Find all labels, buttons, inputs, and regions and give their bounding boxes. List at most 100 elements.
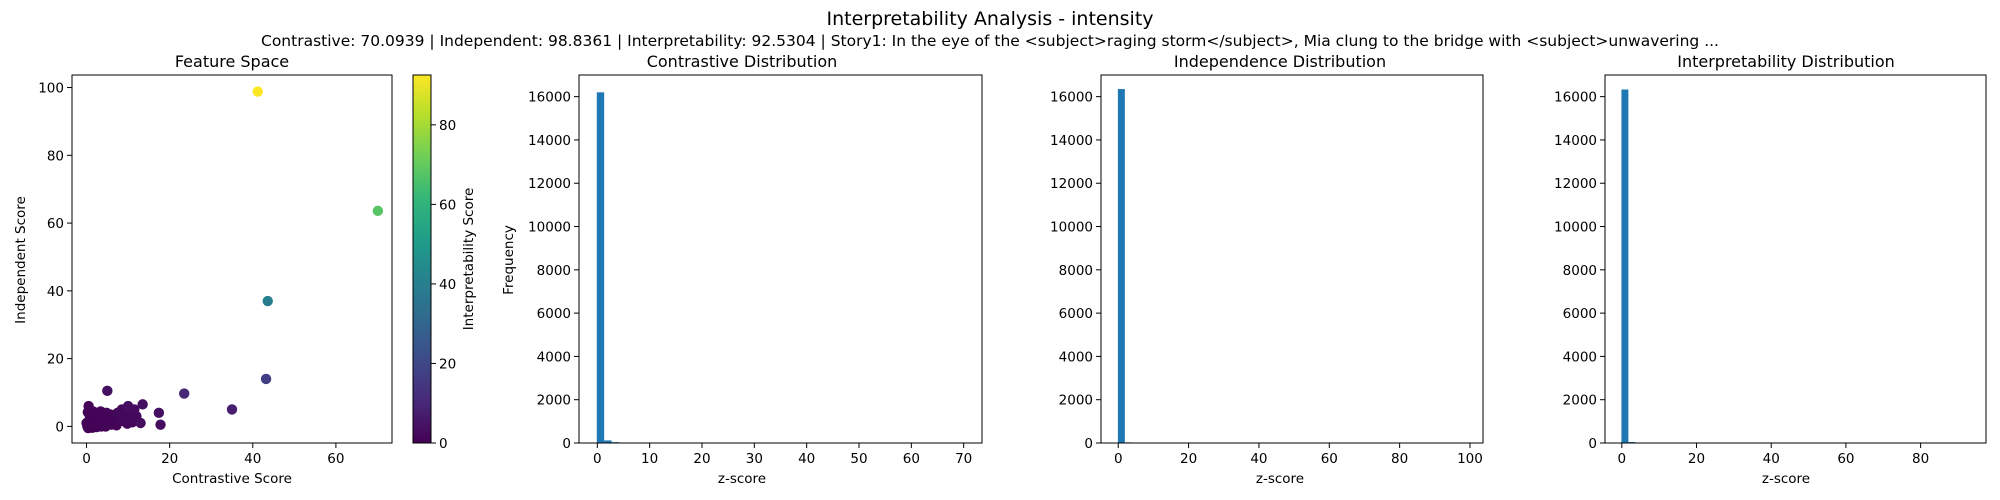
y-tick-label: 2000	[1563, 393, 1597, 409]
colorbar-gradient	[413, 75, 431, 443]
x-tick-label: 40	[1763, 451, 1780, 467]
y-axis-label: Independent Score	[13, 196, 29, 324]
independence-distribution-histogram: Independence Distribution z-score 0 20 40 6…	[1050, 52, 1484, 487]
y-tick-label: 2000	[537, 393, 571, 409]
feature-space-scatter: Feature Space Contrastive Score Independ…	[13, 52, 477, 487]
scatter-point	[102, 385, 113, 397]
y-tick-label: 16000	[1050, 90, 1093, 106]
y-tick-label: 8000	[537, 263, 571, 279]
histogram-bar	[1117, 89, 1125, 443]
x-tick-label: 20	[1688, 451, 1705, 467]
scatter-point	[262, 295, 273, 307]
y-tick-label: 10000	[528, 220, 571, 236]
figure-title: Interpretability Analysis - intensity	[826, 8, 1153, 30]
y-tick-label: 6000	[1059, 306, 1093, 322]
scatter-point	[135, 417, 146, 429]
axes-frame	[71, 74, 393, 444]
axes-frame	[1604, 74, 1987, 444]
scatter-point	[89, 407, 101, 419]
y-tick-label: 80	[47, 148, 64, 164]
x-tick-label: 30	[746, 451, 763, 467]
x-tick-label: 50	[850, 451, 867, 467]
x-tick-label: 0	[1114, 451, 1123, 467]
x-tick-label: 0	[82, 451, 91, 467]
y-tick-label: 60	[47, 216, 64, 232]
colorbar-tick-label: 60	[439, 197, 456, 213]
scatter-point	[155, 419, 166, 430]
scatter-point	[179, 388, 190, 399]
x-tick-label: 80	[1912, 451, 1929, 467]
colorbar-tick-label: 20	[439, 356, 456, 372]
y-tick-label: 12000	[1554, 176, 1597, 192]
y-tick-label: 100	[38, 81, 64, 97]
x-tick-label: 20	[693, 451, 710, 467]
y-tick-label: 0	[562, 436, 571, 452]
y-tick-label: 0	[1084, 436, 1093, 452]
panel-title: Independence Distribution	[1174, 52, 1386, 71]
x-axis-label: z-score	[1762, 471, 1810, 487]
colorbar: 0 20 40 60 80 Interpretability Score	[412, 74, 477, 452]
y-tick-label: 6000	[1563, 306, 1597, 322]
colorbar-tick-label: 0	[439, 436, 448, 452]
x-tick-label: 20	[161, 451, 178, 467]
y-tick-label: 10000	[1050, 220, 1093, 236]
panel-title: Interpretability Distribution	[1677, 52, 1895, 71]
y-tick-label: 6000	[537, 306, 571, 322]
y-tick-label: 10000	[1554, 220, 1597, 236]
y-tick-label: 12000	[1050, 176, 1093, 192]
scatter-point	[122, 400, 134, 412]
x-tick-label: 40	[244, 451, 261, 467]
scatter-point	[226, 404, 238, 415]
y-tick-label: 4000	[1563, 349, 1597, 365]
x-tick-label: 20	[1180, 451, 1197, 467]
contrastive-distribution-histogram: Contrastive Distribution z-score Frequen…	[501, 52, 983, 487]
x-tick-label: 80	[1391, 451, 1408, 467]
x-tick-label: 60	[327, 451, 344, 467]
y-tick-label: 4000	[1059, 349, 1093, 365]
scatter-point	[83, 400, 94, 412]
y-tick-label: 12000	[528, 176, 571, 192]
y-tick-label: 8000	[1059, 263, 1093, 279]
x-tick-label: 60	[1837, 451, 1854, 467]
x-axis-label: z-score	[718, 471, 766, 487]
scatter-point	[137, 399, 148, 410]
colorbar-tick-label: 80	[439, 118, 456, 134]
histogram-bar	[596, 92, 605, 443]
y-tick-label: 14000	[1050, 133, 1093, 149]
histogram-bar	[1621, 89, 1629, 443]
colorbar-tick-label: 40	[439, 277, 456, 293]
x-tick-label: 0	[1618, 451, 1627, 467]
y-tick-label: 0	[1588, 436, 1597, 452]
y-tick-label: 0	[55, 419, 64, 435]
x-axis-label: z-score	[1256, 471, 1304, 487]
x-tick-label: 60	[1321, 451, 1338, 467]
x-tick-label: 100	[1457, 451, 1483, 467]
x-axis-label: Contrastive Score	[172, 471, 292, 487]
scatter-point	[112, 407, 123, 419]
scatter-point	[118, 416, 130, 427]
y-tick-label: 16000	[1554, 90, 1597, 106]
y-tick-label: 2000	[1059, 393, 1093, 409]
panel-title: Contrastive Distribution	[647, 52, 838, 71]
panel-title: Feature Space	[175, 52, 289, 71]
y-tick-label: 40	[47, 284, 64, 300]
y-tick-label: 8000	[1563, 263, 1597, 279]
y-tick-label: 14000	[528, 133, 571, 149]
x-tick-label: 0	[593, 451, 602, 467]
x-tick-label: 60	[903, 451, 920, 467]
scatter-point	[252, 86, 263, 97]
y-tick-label: 20	[47, 352, 64, 368]
scatter-point	[260, 373, 272, 385]
x-tick-label: 10	[641, 451, 658, 467]
y-tick-label: 14000	[1554, 133, 1597, 149]
axes-frame	[578, 74, 983, 444]
figure-subtitle: Contrastive: 70.0939 | Independent: 98.8…	[261, 32, 1719, 50]
histogram-bar	[604, 440, 612, 443]
x-tick-label: 40	[1250, 451, 1267, 467]
colorbar-label: Interpretability Score	[461, 188, 477, 331]
axes-frame	[1100, 74, 1484, 444]
colorbar-frame	[412, 74, 432, 444]
y-tick-label: 16000	[528, 90, 571, 106]
x-tick-label: 40	[798, 451, 815, 467]
